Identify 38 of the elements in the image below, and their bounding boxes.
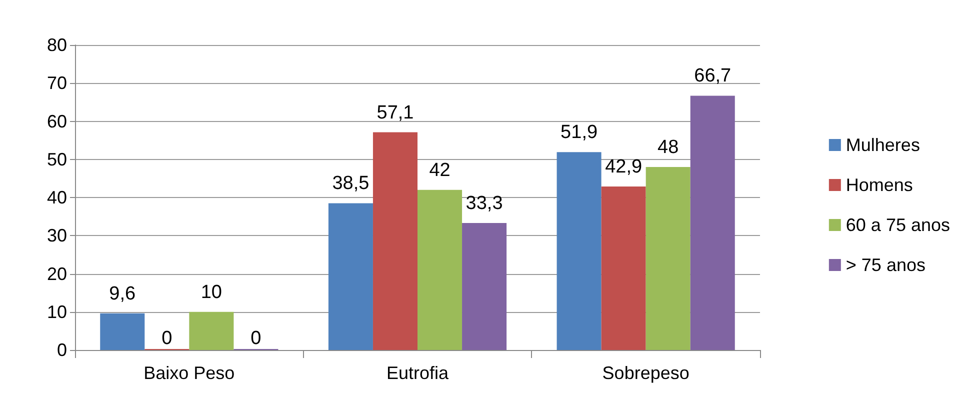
data-label: 42,9 — [605, 156, 642, 178]
data-label: 33,3 — [466, 193, 503, 214]
data-label: 42 — [429, 160, 450, 181]
y-tick-label: 50 — [46, 149, 67, 170]
data-label: 9,6 — [109, 283, 136, 304]
y-tick-label: 80 — [46, 35, 67, 55]
data-label: 10 — [200, 282, 222, 303]
bar — [556, 152, 602, 350]
data-label: 0 — [162, 328, 172, 349]
bar — [462, 223, 507, 350]
y-tick-label: 30 — [46, 226, 67, 246]
bar — [601, 186, 646, 350]
y-tick-label: 0 — [56, 340, 67, 360]
bar — [372, 132, 418, 350]
data-label: 48 — [658, 137, 679, 158]
y-tick-label: 70 — [46, 73, 67, 94]
data-label: 0 — [250, 328, 262, 349]
bar — [690, 96, 735, 350]
legend-label: Mulheres — [846, 135, 920, 155]
data-label: 51,9 — [560, 122, 598, 144]
bar — [189, 312, 234, 350]
y-tick-label: 20 — [46, 264, 67, 284]
legend-label: > 75 anos — [846, 255, 926, 275]
y-tick-label: 60 — [46, 111, 67, 132]
y-tick-label: 40 — [46, 188, 67, 208]
y-tick-label: 10 — [46, 302, 67, 322]
data-label: 66,7 — [694, 66, 732, 87]
bar — [100, 313, 145, 350]
legend-label: Homens — [846, 175, 913, 195]
bar — [328, 203, 373, 350]
x-tick-label: Eutrofia — [386, 363, 450, 383]
x-tick-label: Baixo Peso — [144, 363, 235, 383]
data-label: 38,5 — [332, 173, 370, 194]
bar — [646, 167, 690, 350]
data-label: 57,1 — [376, 102, 414, 124]
bar — [418, 190, 462, 350]
legend-label: 60 a 75 anos — [846, 215, 950, 235]
x-tick-label: Sobrepeso — [602, 363, 690, 383]
